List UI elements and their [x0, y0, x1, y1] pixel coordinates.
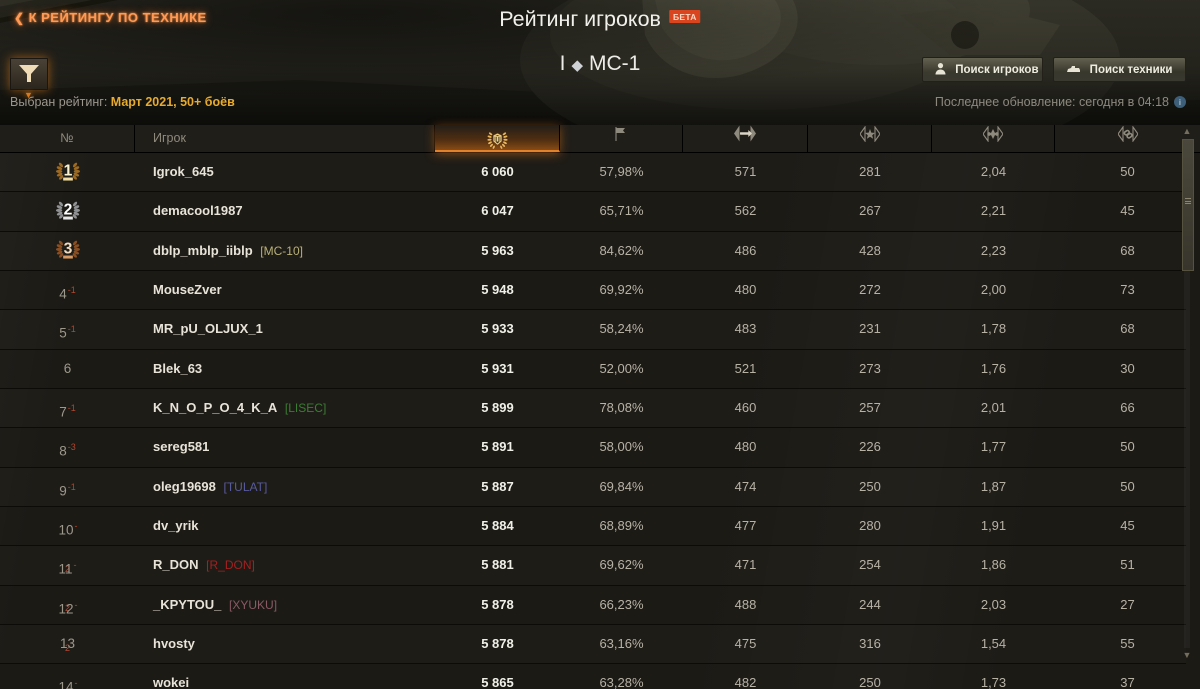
- svg-text:2: 2: [63, 201, 72, 218]
- svg-text:1: 1: [63, 162, 72, 179]
- svg-text:3: 3: [63, 241, 72, 258]
